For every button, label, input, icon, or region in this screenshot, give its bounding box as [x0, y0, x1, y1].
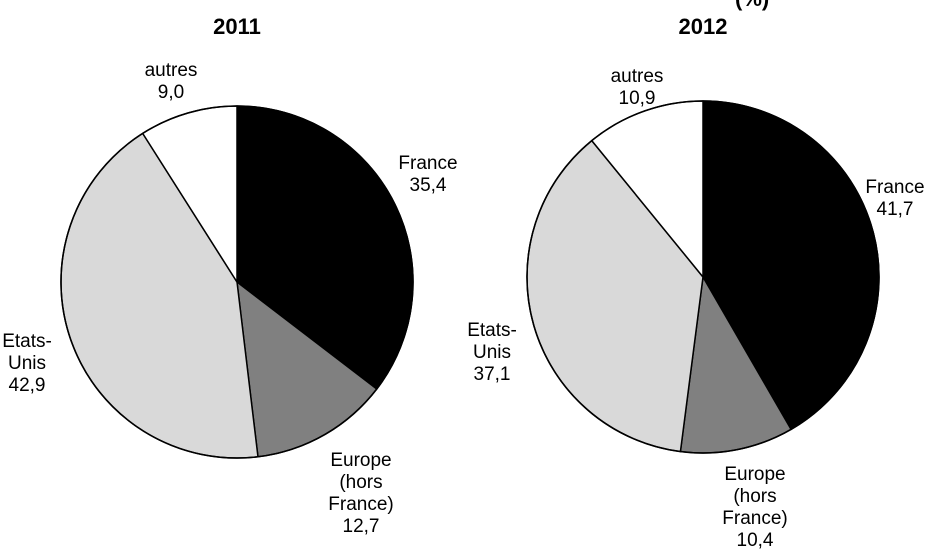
slice-label-2011-autres: autres 9,0: [145, 60, 198, 103]
pie-chart-2012: 2012 France 41,7 Europe (hors France) 10,4 Etat…: [467, 14, 924, 551]
slice-label-2012-etats-unis: Etats-Unis 37,1: [467, 320, 517, 385]
slice-label-2011-europe-hors-france: Europe (hors France) 12,7: [328, 450, 393, 537]
chart-title-2012: 2012: [679, 14, 728, 39]
slice-label-2012-autres: autres 10,9: [611, 66, 664, 109]
chart-title-2011: 2011: [213, 14, 261, 39]
slice-label-2012-europe-hors-france: Europe (hors France) 10,4: [722, 464, 787, 551]
slice-label-2012-france: France 41,7: [865, 177, 924, 220]
slice-label-2011-etats-unis: Etats-Unis 42,9: [2, 331, 52, 396]
pie-chart-2011: 2011 France 35,4 Europe (hors France) 12,7 Etat…: [2, 14, 457, 537]
pie-outline-2011: [60, 105, 414, 459]
clipped-header-fragment: (%): [735, 0, 769, 12]
pie-outline-2012: [526, 100, 880, 454]
slice-label-2011-france: France 35,4: [398, 153, 457, 196]
